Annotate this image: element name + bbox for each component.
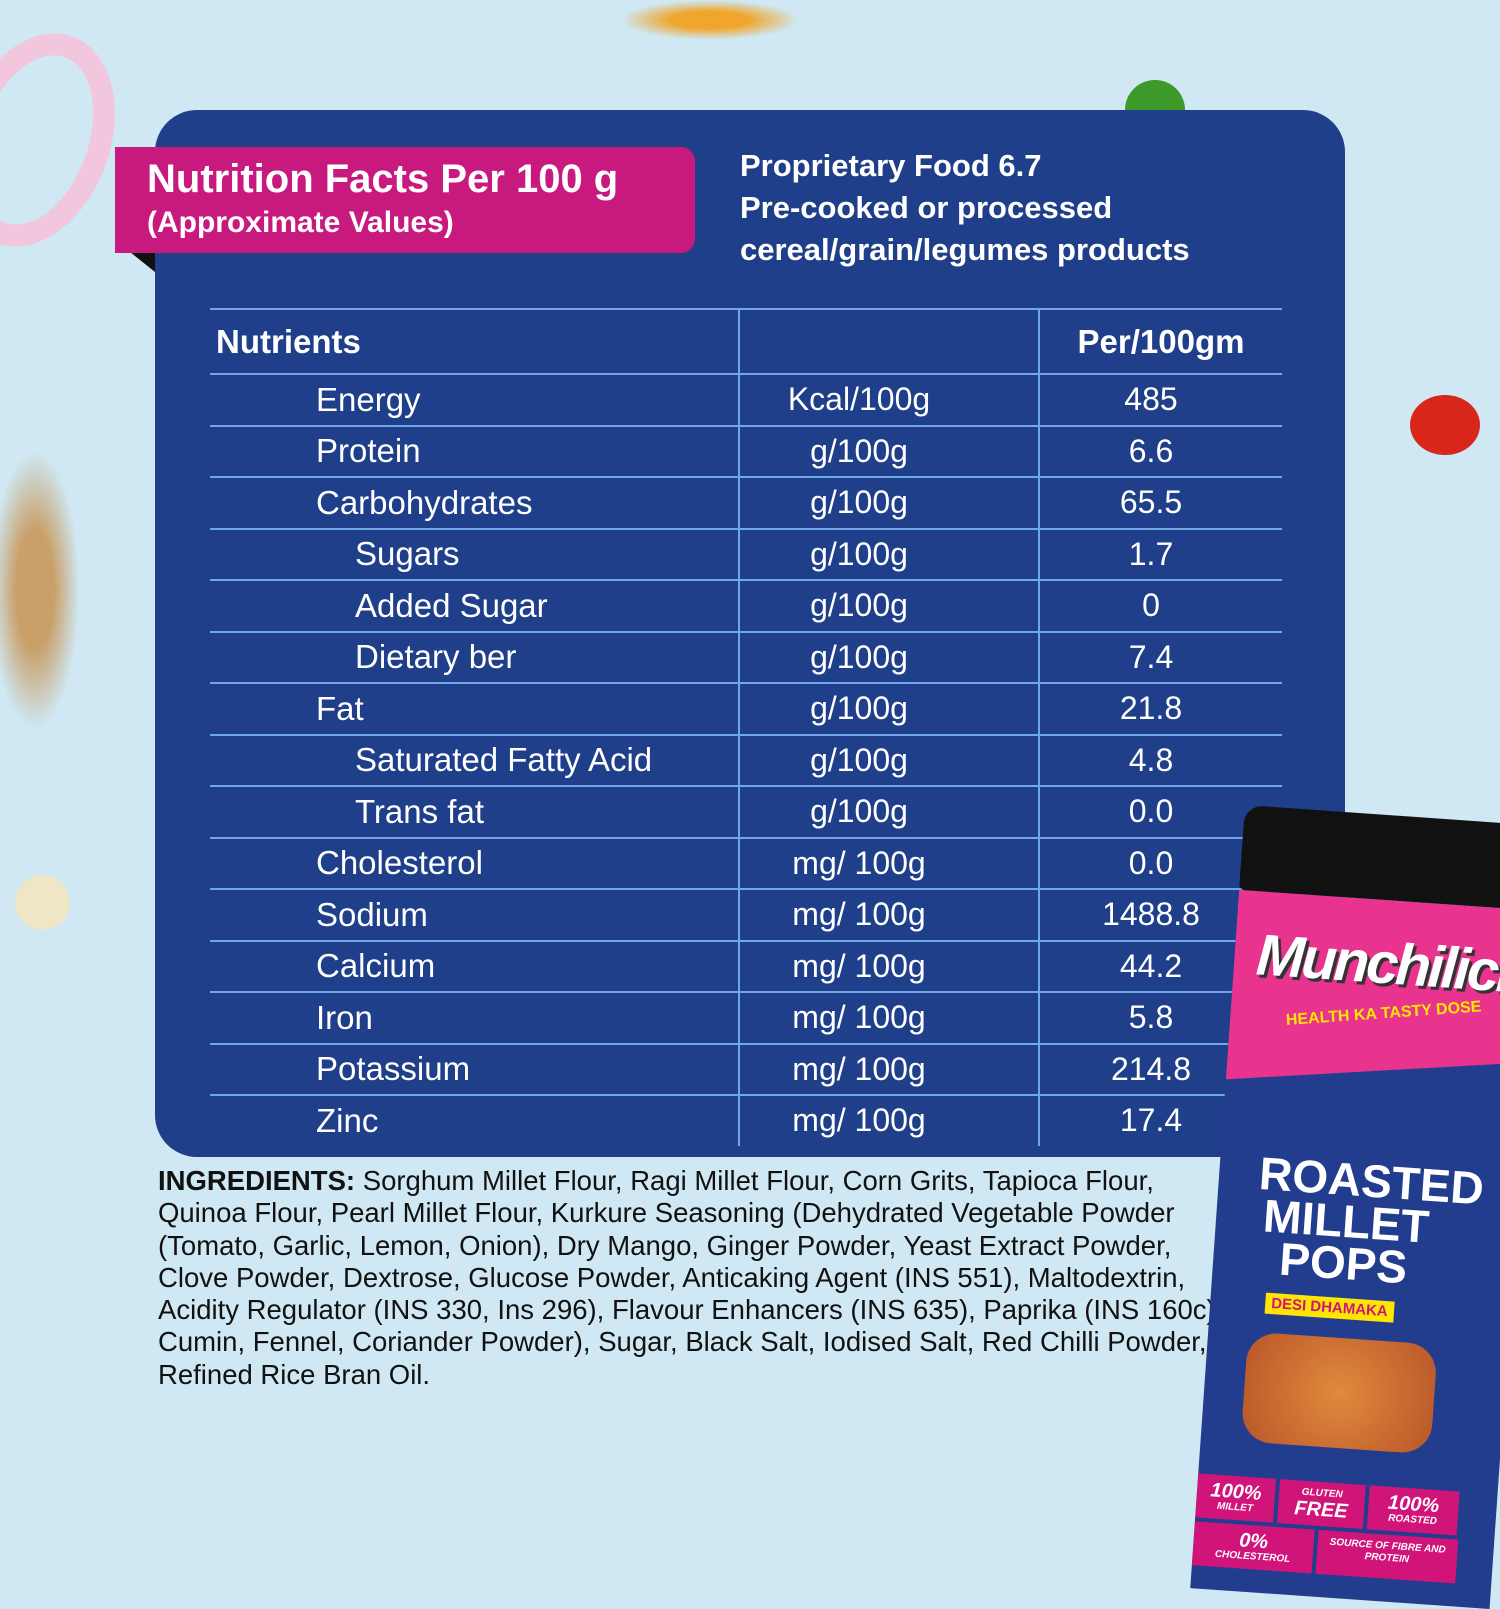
flavor-label: DESI DHAMAKA: [1264, 1292, 1395, 1323]
nutrient-name: Carbohydrates: [316, 483, 533, 521]
nutrient-value: 5.8: [1128, 999, 1174, 1036]
nutrient-name: Saturated Fatty Acid: [355, 741, 653, 779]
page-title: Nutrition Facts Per 100 g: [147, 157, 619, 201]
nutrient-name: Iron: [316, 998, 373, 1036]
table-row: Sugars g/100g 1.7: [210, 527, 1282, 579]
category-line: Pre-cooked or processed: [740, 190, 1113, 225]
table-row: Dietary ber g/100g 7.4: [210, 630, 1282, 682]
nutrient-unit: g/100g: [738, 735, 1040, 785]
product-name-line: POPS: [1277, 1232, 1409, 1294]
page-subtitle: (Approximate Values): [147, 206, 454, 239]
nutrient-unit: g/100g: [738, 632, 1040, 682]
table-row: Carbohydrates g/100g 65.5: [210, 476, 1282, 528]
nutrient-value: 65.5: [1119, 484, 1183, 521]
nutrient-unit: g/100g: [738, 684, 1040, 734]
claim-badge: SOURCE OF FIBRE AND PROTEIN: [1315, 1529, 1459, 1584]
claim-badge: 0% CHOLESTEROL: [1191, 1521, 1315, 1574]
table-row: Calcium mg/ 100g 44.2: [210, 939, 1282, 991]
package-body: Munchilicious HEALTH KA TASTY DOSE ROAST…: [1190, 889, 1500, 1609]
nutrient-name: Dietary ber: [355, 638, 517, 676]
table-row: Iron mg/ 100g 5.8: [210, 991, 1282, 1043]
nutrient-name: Trans fat: [355, 792, 484, 830]
nutrient-unit: mg/ 100g: [738, 941, 1040, 991]
nutrient-value: 214.8: [1110, 1050, 1192, 1087]
nutrient-value: 6.6: [1128, 432, 1174, 469]
nutrient-unit: g/100g: [738, 426, 1040, 476]
nutrient-name: Calcium: [316, 947, 436, 985]
nutrient-name: Added Sugar: [355, 586, 548, 624]
nutrient-name: Cholesterol: [316, 844, 483, 882]
table-row: Potassium mg/ 100g 214.8: [210, 1042, 1282, 1094]
nutrient-value: 17.4: [1119, 1102, 1183, 1139]
claim-badge: 100% ROASTED: [1366, 1485, 1460, 1536]
claim-small: ROASTED: [1387, 1512, 1438, 1528]
nutrient-unit: mg/ 100g: [738, 1096, 1040, 1146]
nutrient-value: 1.7: [1128, 535, 1174, 572]
product-package: Munchilicious HEALTH KA TASTY DOSE ROAST…: [1190, 805, 1500, 1609]
garlic-decoration: [15, 875, 70, 930]
header-value: Per/100gm: [1077, 322, 1245, 360]
nutrient-unit: mg/ 100g: [738, 890, 1040, 940]
food-category: Proprietary Food 6.7 Pre-cooked or proce…: [740, 145, 1190, 271]
nutrient-unit: Kcal/100g: [738, 375, 1040, 425]
nutrition-panel: [155, 110, 1345, 1157]
nutrient-unit: g/100g: [738, 478, 1040, 528]
nutrient-name: Protein: [316, 432, 421, 470]
title-badge: Nutrition Facts Per 100 g (Approximate V…: [115, 147, 695, 253]
ingredients-label: INGREDIENTS:: [158, 1165, 356, 1196]
nutrient-value: 44.2: [1119, 947, 1183, 984]
nutrient-value: 1488.8: [1102, 896, 1200, 933]
nutrient-value: 21.8: [1119, 690, 1183, 727]
nutrient-unit: mg/ 100g: [738, 838, 1040, 888]
claim-big: FREE: [1293, 1497, 1349, 1523]
table-row: Saturated Fatty Acid g/100g 4.8: [210, 733, 1282, 785]
table-row: Trans fat g/100g 0.0: [210, 785, 1282, 837]
ingredients: INGREDIENTS: Sorghum Millet Flour, Ragi …: [158, 1165, 1228, 1391]
nutrient-unit: g/100g: [738, 787, 1040, 837]
header-unit: [738, 310, 1040, 373]
claim-small: SOURCE OF FIBRE AND PROTEIN: [1329, 1536, 1447, 1566]
nutrient-name: Potassium: [316, 1050, 471, 1088]
nutrient-value: 0.0: [1128, 844, 1174, 881]
ingredients-text: Sorghum Millet Flour, Ragi Millet Flour,…: [158, 1165, 1224, 1390]
product-name: ROASTED MILLET POPS: [1252, 1147, 1486, 1294]
grain-decoration: [0, 450, 80, 730]
table-row: Sodium mg/ 100g 1488.8: [210, 888, 1282, 940]
table-row: Fat g/100g 21.8: [210, 682, 1282, 734]
nutrient-value: 485: [1124, 381, 1178, 418]
nutrition-table: Nutrients Per/100gm Energy Kcal/100g 485…: [210, 308, 1282, 1146]
table-row: Zinc mg/ 100g 17.4: [210, 1094, 1282, 1146]
snack-image: [1240, 1331, 1438, 1455]
nutrient-unit: mg/ 100g: [738, 1044, 1040, 1094]
chilli-decoration: [1410, 395, 1480, 455]
claim-small: MILLET: [1216, 1500, 1254, 1515]
nutrient-name: Fat: [316, 689, 364, 727]
category-line: cereal/grain/legumes products: [740, 232, 1190, 267]
claim-badge: GLUTEN FREE: [1276, 1479, 1366, 1529]
header-nutrients: Nutrients: [216, 322, 361, 360]
nutrient-unit: g/100g: [738, 529, 1040, 579]
category-line: Proprietary Food 6.7: [740, 148, 1042, 183]
nutrient-name: Sodium: [316, 895, 428, 933]
claim-badge: 100% MILLET: [1195, 1473, 1277, 1523]
nutrient-value: 7.4: [1128, 638, 1174, 675]
nutrient-value: 0: [1142, 587, 1160, 624]
corn-decoration: [620, 0, 800, 40]
package-claims: 100% MILLET GLUTEN FREE 100% ROASTED 0% CHOLEST…: [1191, 1473, 1498, 1586]
table-row: Protein g/100g 6.6: [210, 424, 1282, 476]
nutrient-name: Sugars: [355, 535, 460, 573]
table-row: Cholesterol mg/ 100g 0.0: [210, 836, 1282, 888]
table-row: Added Sugar g/100g 0: [210, 579, 1282, 631]
nutrient-unit: mg/ 100g: [738, 993, 1040, 1043]
nutrient-unit: g/100g: [738, 581, 1040, 631]
nutrient-name: Zinc: [316, 1101, 379, 1139]
nutrient-name: Energy: [316, 380, 421, 418]
table-row: Energy Kcal/100g 485: [210, 373, 1282, 425]
nutrient-value: 4.8: [1128, 741, 1174, 778]
nutrient-value: 0.0: [1128, 793, 1174, 830]
table-header: Nutrients Per/100gm: [210, 308, 1282, 373]
